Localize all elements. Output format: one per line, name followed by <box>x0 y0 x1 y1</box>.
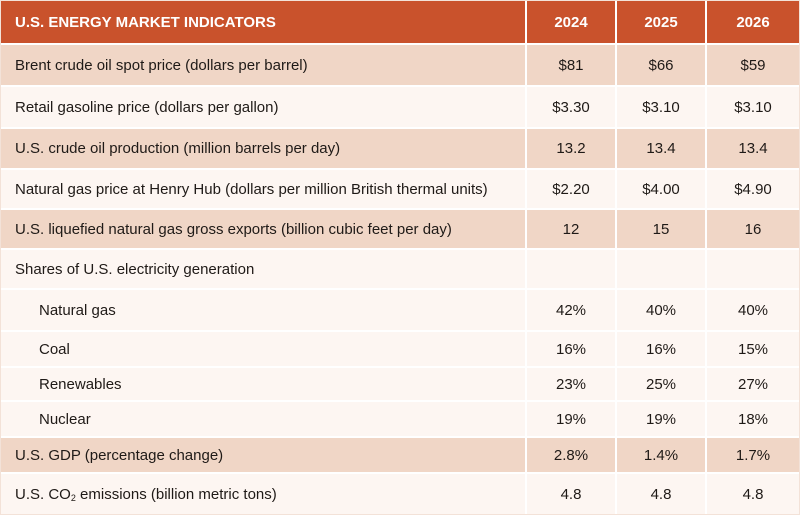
row-label: U.S. GDP (percentage change) <box>1 438 527 472</box>
row-value: 18% <box>707 402 799 436</box>
row-value: 4.8 <box>707 474 799 514</box>
row-value: 12 <box>527 210 617 248</box>
row-value: $3.10 <box>617 87 707 127</box>
year-header-2025: 2025 <box>617 1 707 43</box>
row-value: 40% <box>707 290 799 330</box>
row-value: 16 <box>707 210 799 248</box>
row-label: Nuclear <box>1 402 527 436</box>
row-value: 19% <box>527 402 617 436</box>
table-row-henry-hub: Natural gas price at Henry Hub (dollars … <box>1 170 799 210</box>
row-value: $4.00 <box>617 170 707 208</box>
table-row-brent: Brent crude oil spot price (dollars per … <box>1 45 799 87</box>
row-value: 16% <box>617 332 707 366</box>
row-value: 25% <box>617 368 707 400</box>
co2-subscript: 2 <box>70 493 76 503</box>
row-value: 42% <box>527 290 617 330</box>
row-label: Retail gasoline price (dollars per gallo… <box>1 87 527 127</box>
row-value: $59 <box>707 45 799 85</box>
row-value: $2.20 <box>527 170 617 208</box>
row-value: 1.7% <box>707 438 799 472</box>
row-value: 13.2 <box>527 129 617 168</box>
row-label: Natural gas <box>1 290 527 330</box>
table-row-gdp: U.S. GDP (percentage change) 2.8% 1.4% 1… <box>1 438 799 474</box>
row-value: 4.8 <box>527 474 617 514</box>
table-row-coal-share: Coal 16% 16% 15% <box>1 332 799 368</box>
empty-cell <box>707 250 799 288</box>
table-row-crude-production: U.S. crude oil production (million barre… <box>1 129 799 170</box>
row-value: 13.4 <box>707 129 799 168</box>
row-value: 15% <box>707 332 799 366</box>
section-heading: Shares of U.S. electricity generation <box>1 250 527 288</box>
row-value: 1.4% <box>617 438 707 472</box>
empty-cell <box>527 250 617 288</box>
row-label: U.S. liquefied natural gas gross exports… <box>1 210 527 248</box>
row-value: $3.10 <box>707 87 799 127</box>
table-row-lng-exports: U.S. liquefied natural gas gross exports… <box>1 210 799 250</box>
row-value: 4.8 <box>617 474 707 514</box>
co2-label-suffix: emissions (billion metric tons) <box>75 485 277 503</box>
empty-cell <box>617 250 707 288</box>
row-label: Brent crude oil spot price (dollars per … <box>1 45 527 85</box>
row-label: Coal <box>1 332 527 366</box>
row-value: 15 <box>617 210 707 248</box>
row-label: Renewables <box>1 368 527 400</box>
row-value: 23% <box>527 368 617 400</box>
row-label: U.S. crude oil production (million barre… <box>1 129 527 168</box>
year-header-2024: 2024 <box>527 1 617 43</box>
table-header-row: U.S. ENERGY MARKET INDICATORS 2024 2025 … <box>1 1 799 45</box>
row-label-co2: U.S. CO 2 emissions (billion metric tons) <box>1 474 527 514</box>
table-row-gasoline: Retail gasoline price (dollars per gallo… <box>1 87 799 129</box>
table-row-nuclear-share: Nuclear 19% 19% 18% <box>1 402 799 438</box>
row-value: $4.90 <box>707 170 799 208</box>
row-value: $81 <box>527 45 617 85</box>
row-value: 40% <box>617 290 707 330</box>
year-header-2026: 2026 <box>707 1 799 43</box>
table-row-renewables-share: Renewables 23% 25% 27% <box>1 368 799 402</box>
row-value: 16% <box>527 332 617 366</box>
row-value: 13.4 <box>617 129 707 168</box>
table-title: U.S. ENERGY MARKET INDICATORS <box>1 1 527 43</box>
row-value: $3.30 <box>527 87 617 127</box>
row-value: 27% <box>707 368 799 400</box>
table-row-natural-gas-share: Natural gas 42% 40% 40% <box>1 290 799 332</box>
row-value: 19% <box>617 402 707 436</box>
co2-label-prefix: U.S. CO <box>15 485 71 503</box>
row-label: Natural gas price at Henry Hub (dollars … <box>1 170 527 208</box>
table-row-co2: U.S. CO 2 emissions (billion metric tons)… <box>1 474 799 514</box>
table-row-electricity-heading: Shares of U.S. electricity generation <box>1 250 799 290</box>
row-value: 2.8% <box>527 438 617 472</box>
row-value: $66 <box>617 45 707 85</box>
